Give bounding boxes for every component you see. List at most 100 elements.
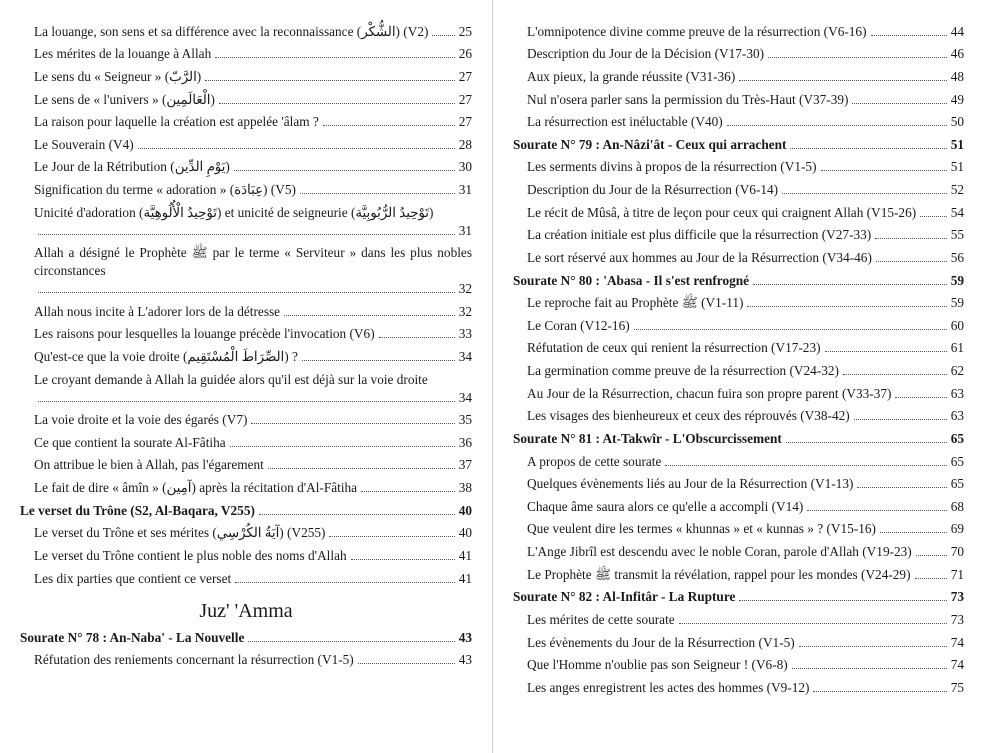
leader [739,70,946,81]
toc-entry: Description du Jour de la Décision (V17-… [513,45,964,63]
toc-page-num: 30 [459,158,472,176]
toc-page-num: 74 [951,656,964,674]
toc-entry: A propos de cette sourate65 [513,453,964,471]
toc-label: Ce que contient la sourate Al-Fâtiha [34,434,226,452]
toc-page-num: 25 [459,23,472,41]
toc-entry: Le sens du « Seigneur » (الرَّبّ)27 [20,68,472,86]
leader [235,572,455,583]
toc-entry: Qu'est-ce que la voie droite (الصِّرَاطَ… [20,348,472,366]
toc-label: L'Ange Jibrîl est descendu avec le noble… [527,543,912,561]
toc-label: Le récit de Mûsâ, à titre de leçon pour … [527,204,916,222]
leader [38,283,455,294]
leader [38,224,455,235]
toc-entry: Les mérites de cette sourate73 [513,611,964,629]
toc-label: Au Jour de la Résurrection, chacun fuira… [527,385,891,403]
leader [875,229,946,240]
leader [259,504,455,515]
toc-entry: Chaque âme saura alors ce qu'elle a acco… [513,498,964,516]
leader [753,274,947,285]
leader [215,48,454,59]
toc-label: Le verset du Trône et ses mérites (آيَةُ… [34,524,325,542]
toc-page-num: 31 [459,222,472,240]
toc-label: Les dix parties que contient ce verset [34,570,231,588]
toc-page-num: 71 [951,566,964,584]
leader [230,436,455,447]
leader [300,183,455,194]
leader [329,527,454,538]
leader [138,138,455,149]
toc-page-num: 43 [459,651,472,669]
leader [813,681,946,692]
toc-label: Le Coran (V12-16) [527,317,630,335]
toc-entry: Unicité d'adoration (تَوْحِيدُ الْأُلُوه… [20,204,472,240]
leader [790,138,946,149]
leader [361,481,455,492]
toc-label: Le croyant demande à Allah la guidée alo… [34,372,428,387]
toc-page-num: 51 [951,136,964,154]
toc-entry: Le verset du Trône et ses mérites (آيَةُ… [20,524,472,542]
leader [843,364,947,375]
toc-entry: Les dix parties que contient ce verset41 [20,570,472,588]
toc-page-num: 35 [459,411,472,429]
leader [920,206,947,217]
toc-entry: Sourate N° 82 : Al-Infitâr - La Rupture7… [513,588,964,606]
toc-page-num: 55 [951,226,964,244]
toc-page-num: 63 [951,385,964,403]
toc-entry: Description du Jour de la Résurrection (… [513,181,964,199]
leader [747,297,946,308]
toc-page-num: 63 [951,407,964,425]
toc-label: Le sens du « Seigneur » (الرَّبّ) [34,68,201,86]
toc-entry: Au Jour de la Résurrection, chacun fuira… [513,385,964,403]
toc-label: Le sort réservé aux hommes au Jour de la… [527,249,872,267]
toc-entry: Quelques évènements liés au Jour de la R… [513,475,964,493]
toc-label: Les serments divins à propos de la résur… [527,158,817,176]
toc-label: Le fait de dire « âmîn » (آمِين) après l… [34,479,357,497]
toc-entry: Le Prophète ﷺ transmit la révélation, ra… [513,566,964,584]
toc-entry: Le sort réservé aux hommes au Jour de la… [513,249,964,267]
toc-entry: Que l'Homme n'oublie pas son Seigneur ! … [513,656,964,674]
toc-entry: Le fait de dire « âmîn » (آمِين) après l… [20,479,472,497]
toc-label: Allah a désigné le Prophète ﷺ par le ter… [34,245,472,278]
toc-page-num: 51 [951,158,964,176]
leader [205,70,454,81]
toc-label: On attribue le bien à Allah, pas l'égare… [34,456,264,474]
toc-entry: Les évènements du Jour de la Résurrectio… [513,634,964,652]
toc-page-num: 37 [459,456,472,474]
toc-entry: Le croyant demande à Allah la guidée alo… [20,371,472,407]
leader [679,613,947,624]
leader [807,500,946,511]
toc-page-num: 54 [951,204,964,222]
toc-entry: Les visages des bienheureux et ceux des … [513,407,964,425]
toc-label: Nul n'osera parler sans la permission du… [527,91,848,109]
toc-label: Le verset du Trône (S2, Al-Baqara, V255) [20,502,255,520]
toc-label: La raison pour laquelle la création est … [34,113,319,131]
leader [38,391,455,402]
toc-label: Le reproche fait au Prophète ﷺ (V1-11) [527,294,743,312]
toc-entry: Signification du terme « adoration » (عِ… [20,181,472,199]
toc-label: A propos de cette sourate [527,453,661,471]
toc-label: Sourate N° 82 : Al-Infitâr - La Rupture [513,588,735,606]
leader [432,25,454,36]
toc-entry: La louange, son sens et sa différence av… [20,23,472,41]
leader [799,636,947,647]
toc-label: Les raisons pour lesquelles la louange p… [34,325,375,343]
leader [234,161,455,172]
leader [871,25,947,36]
leader [665,455,946,466]
toc-page-num: 61 [951,339,964,357]
toc-label: La voie droite et la voie des égarés (V7… [34,411,247,429]
toc-entry: Ce que contient la sourate Al-Fâtiha36 [20,434,472,452]
toc-page-num: 62 [951,362,964,380]
leader [284,305,455,316]
toc-entry: Le sens de « l'univers » (الْعَالَمِين)2… [20,91,472,109]
toc-label: La résurrection est inéluctable (V40) [527,113,723,131]
toc-page-num: 32 [459,303,472,321]
leader [251,414,454,425]
toc-entry: Réfutation de ceux qui renient la résurr… [513,339,964,357]
toc-label: Réfutation de ceux qui renient la résurr… [527,339,821,357]
toc-entry: Allah a désigné le Prophète ﷺ par le ter… [20,244,472,298]
toc-label: La germination comme preuve de la résurr… [527,362,839,380]
toc-entry: Le Souverain (V4)28 [20,136,472,154]
toc-page-num: 73 [951,611,964,629]
leader [852,93,946,104]
